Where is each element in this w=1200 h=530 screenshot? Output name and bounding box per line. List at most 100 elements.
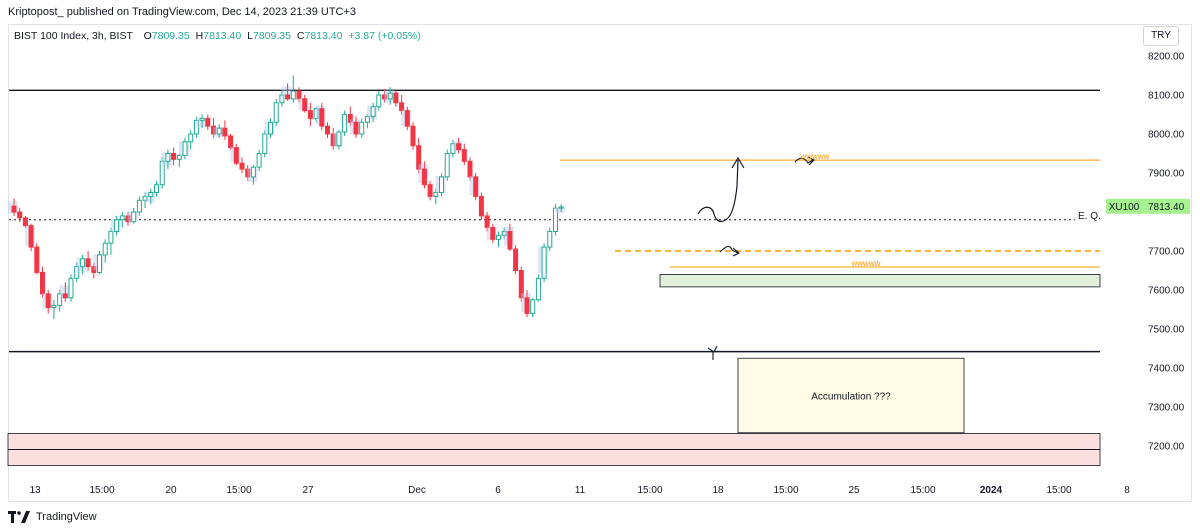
- price-tick-label: 7500.00: [1148, 325, 1185, 336]
- time-tick-label: 25: [848, 485, 860, 496]
- candle-body: [501, 231, 507, 236]
- price-tick-label: 7900.00: [1148, 169, 1185, 180]
- candle-body: [193, 119, 199, 135]
- time-axis[interactable]: 13 15:00 20 15:00 27 Dec 6 11 15:00 18 15:00 25 15:0…: [29, 485, 1130, 496]
- candle-body: [513, 248, 519, 272]
- candle-body: [461, 149, 467, 162]
- candle-body: [114, 219, 120, 233]
- candle-body: [290, 90, 296, 100]
- candle-body: [450, 143, 456, 154]
- candle-body: [159, 160, 165, 186]
- price-tick-label: 8100.00: [1148, 91, 1185, 102]
- candle-body: [262, 133, 268, 154]
- candle-body: [228, 135, 234, 149]
- candle-body: [34, 246, 40, 273]
- candle-body: [399, 102, 405, 112]
- candle-body: [199, 117, 205, 121]
- candle-body: [211, 125, 216, 135]
- candle-body: [490, 227, 496, 240]
- price-axis[interactable]: 8200.00 8100.00 8000.00 7900.00 7700.00 7600.…: [1148, 52, 1185, 453]
- time-tick-label: 18: [712, 485, 724, 496]
- candle-body: [467, 160, 473, 178]
- time-tick-label: 15:00: [226, 485, 251, 496]
- time-tick-label: 6: [495, 485, 501, 496]
- candle-body: [62, 293, 68, 299]
- candle-body: [370, 106, 376, 117]
- candle-body: [74, 266, 80, 279]
- price-tag-symbol-bg: [1106, 198, 1142, 214]
- time-tick-label: 11: [575, 485, 586, 496]
- squiggle-arrow-up-drawing: [697, 156, 745, 223]
- candle-body: [478, 195, 484, 217]
- zones-layer: [7, 273, 1101, 466]
- candle-body: [233, 147, 239, 164]
- candle-body: [330, 133, 336, 147]
- price-tick-label: 7300.00: [1148, 403, 1185, 414]
- candle-body: [496, 234, 501, 240]
- candle-body: [347, 114, 353, 123]
- candle-body: [131, 211, 137, 223]
- volume-profile-block: [59, 285, 70, 299]
- annotation-text-3: Accumulation ???: [811, 391, 891, 402]
- accumulation-box: [737, 357, 965, 434]
- small-arrow-orange-level-drawing: [719, 245, 740, 257]
- annotation-text-2: wwwww: [851, 259, 881, 268]
- price-tag-value: 7813.40: [1148, 202, 1185, 213]
- candle-body: [416, 145, 422, 170]
- candle-body: [273, 102, 279, 123]
- legend-close-value: 7813.40: [304, 30, 343, 42]
- annotation-text-0: E. Q.: [1078, 211, 1101, 222]
- candle-body: [507, 231, 513, 250]
- candle-body: [85, 258, 91, 268]
- candle-body: [108, 231, 114, 244]
- legend-high-value: 7813.40: [203, 30, 242, 42]
- time-tick-label: 27: [302, 485, 314, 496]
- candle-body: [11, 205, 17, 213]
- candle-body: [57, 293, 63, 307]
- candle-body: [547, 231, 553, 248]
- time-tick-label: 20: [165, 485, 177, 496]
- volume-profile-block: [144, 191, 155, 203]
- candle-body: [188, 133, 194, 143]
- candle-body: [171, 153, 177, 160]
- candle-body: [154, 184, 159, 193]
- legend-open-label: O: [143, 30, 152, 42]
- volume-profile-block: [555, 207, 566, 214]
- chart-frame: [8, 24, 1192, 502]
- legend-change: +3.87 (+0.05%): [348, 30, 421, 42]
- volume-profile-block: [281, 86, 292, 99]
- candle-body: [279, 94, 285, 104]
- candle-body: [268, 121, 273, 135]
- candle-body: [102, 242, 108, 256]
- candle-body: [387, 92, 393, 100]
- candle-body: [28, 225, 34, 248]
- candle-body: [285, 94, 291, 100]
- candle-body: [119, 215, 125, 221]
- price-tick-label: 7600.00: [1148, 286, 1185, 297]
- small-arrow-bottom-drawing: [707, 345, 718, 360]
- price-tick-label: 7200.00: [1148, 442, 1185, 453]
- legend-close-label: C: [296, 30, 305, 42]
- symbol-legend: BIST 100 Index, 3h, BIST O7809.35 H7813.…: [14, 30, 421, 42]
- candle-body: [250, 166, 256, 178]
- legend-low-label: L: [247, 30, 253, 42]
- candle-body: [433, 192, 439, 197]
- candle-body: [382, 94, 387, 100]
- time-tick-label: 15:00: [910, 485, 935, 496]
- legend-symbol[interactable]: BIST 100 Index, 3h, BIST: [14, 30, 133, 42]
- candle-body: [136, 199, 142, 213]
- candle-body: [97, 254, 102, 273]
- candle-body: [91, 266, 97, 273]
- time-tick-label: 15:00: [637, 485, 662, 496]
- tradingview-brand: TradingView: [36, 511, 97, 523]
- candle-body: [427, 184, 433, 197]
- currency-selector[interactable]: TRY: [1143, 26, 1179, 46]
- candle-body: [404, 110, 410, 127]
- time-tick-label: 15:00: [1046, 485, 1071, 496]
- candle-body: [484, 215, 490, 229]
- candle-body: [40, 271, 45, 295]
- candle-body: [17, 211, 23, 219]
- candle-body: [165, 153, 171, 162]
- candle-body: [45, 293, 51, 309]
